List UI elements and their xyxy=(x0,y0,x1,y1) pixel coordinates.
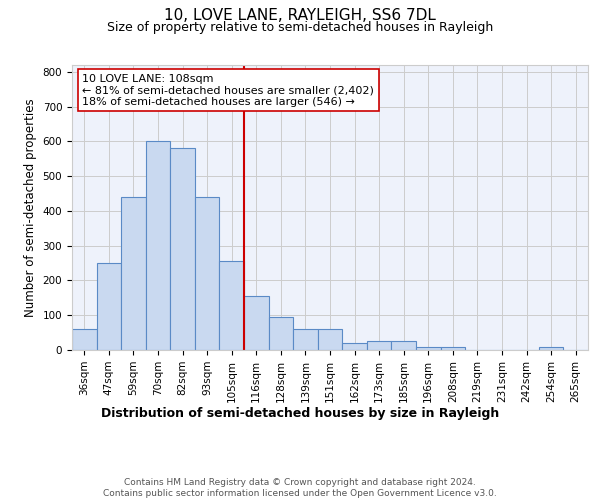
Y-axis label: Number of semi-detached properties: Number of semi-detached properties xyxy=(24,98,37,317)
Bar xyxy=(244,296,269,350)
Bar xyxy=(367,342,391,350)
Bar xyxy=(170,148,195,350)
Bar xyxy=(146,142,170,350)
Bar xyxy=(391,342,416,350)
Text: Distribution of semi-detached houses by size in Rayleigh: Distribution of semi-detached houses by … xyxy=(101,408,499,420)
Text: Contains HM Land Registry data © Crown copyright and database right 2024.
Contai: Contains HM Land Registry data © Crown c… xyxy=(103,478,497,498)
Text: Size of property relative to semi-detached houses in Rayleigh: Size of property relative to semi-detach… xyxy=(107,21,493,34)
Bar xyxy=(220,262,244,350)
Bar xyxy=(97,263,121,350)
Text: 10, LOVE LANE, RAYLEIGH, SS6 7DL: 10, LOVE LANE, RAYLEIGH, SS6 7DL xyxy=(164,8,436,22)
Bar xyxy=(121,197,146,350)
Bar xyxy=(72,329,97,350)
Bar xyxy=(293,329,318,350)
Bar xyxy=(269,317,293,350)
Bar xyxy=(440,346,465,350)
Bar xyxy=(539,346,563,350)
Text: 10 LOVE LANE: 108sqm
← 81% of semi-detached houses are smaller (2,402)
18% of se: 10 LOVE LANE: 108sqm ← 81% of semi-detac… xyxy=(82,74,374,107)
Bar xyxy=(318,329,342,350)
Bar xyxy=(416,346,440,350)
Bar xyxy=(342,343,367,350)
Bar xyxy=(195,197,220,350)
